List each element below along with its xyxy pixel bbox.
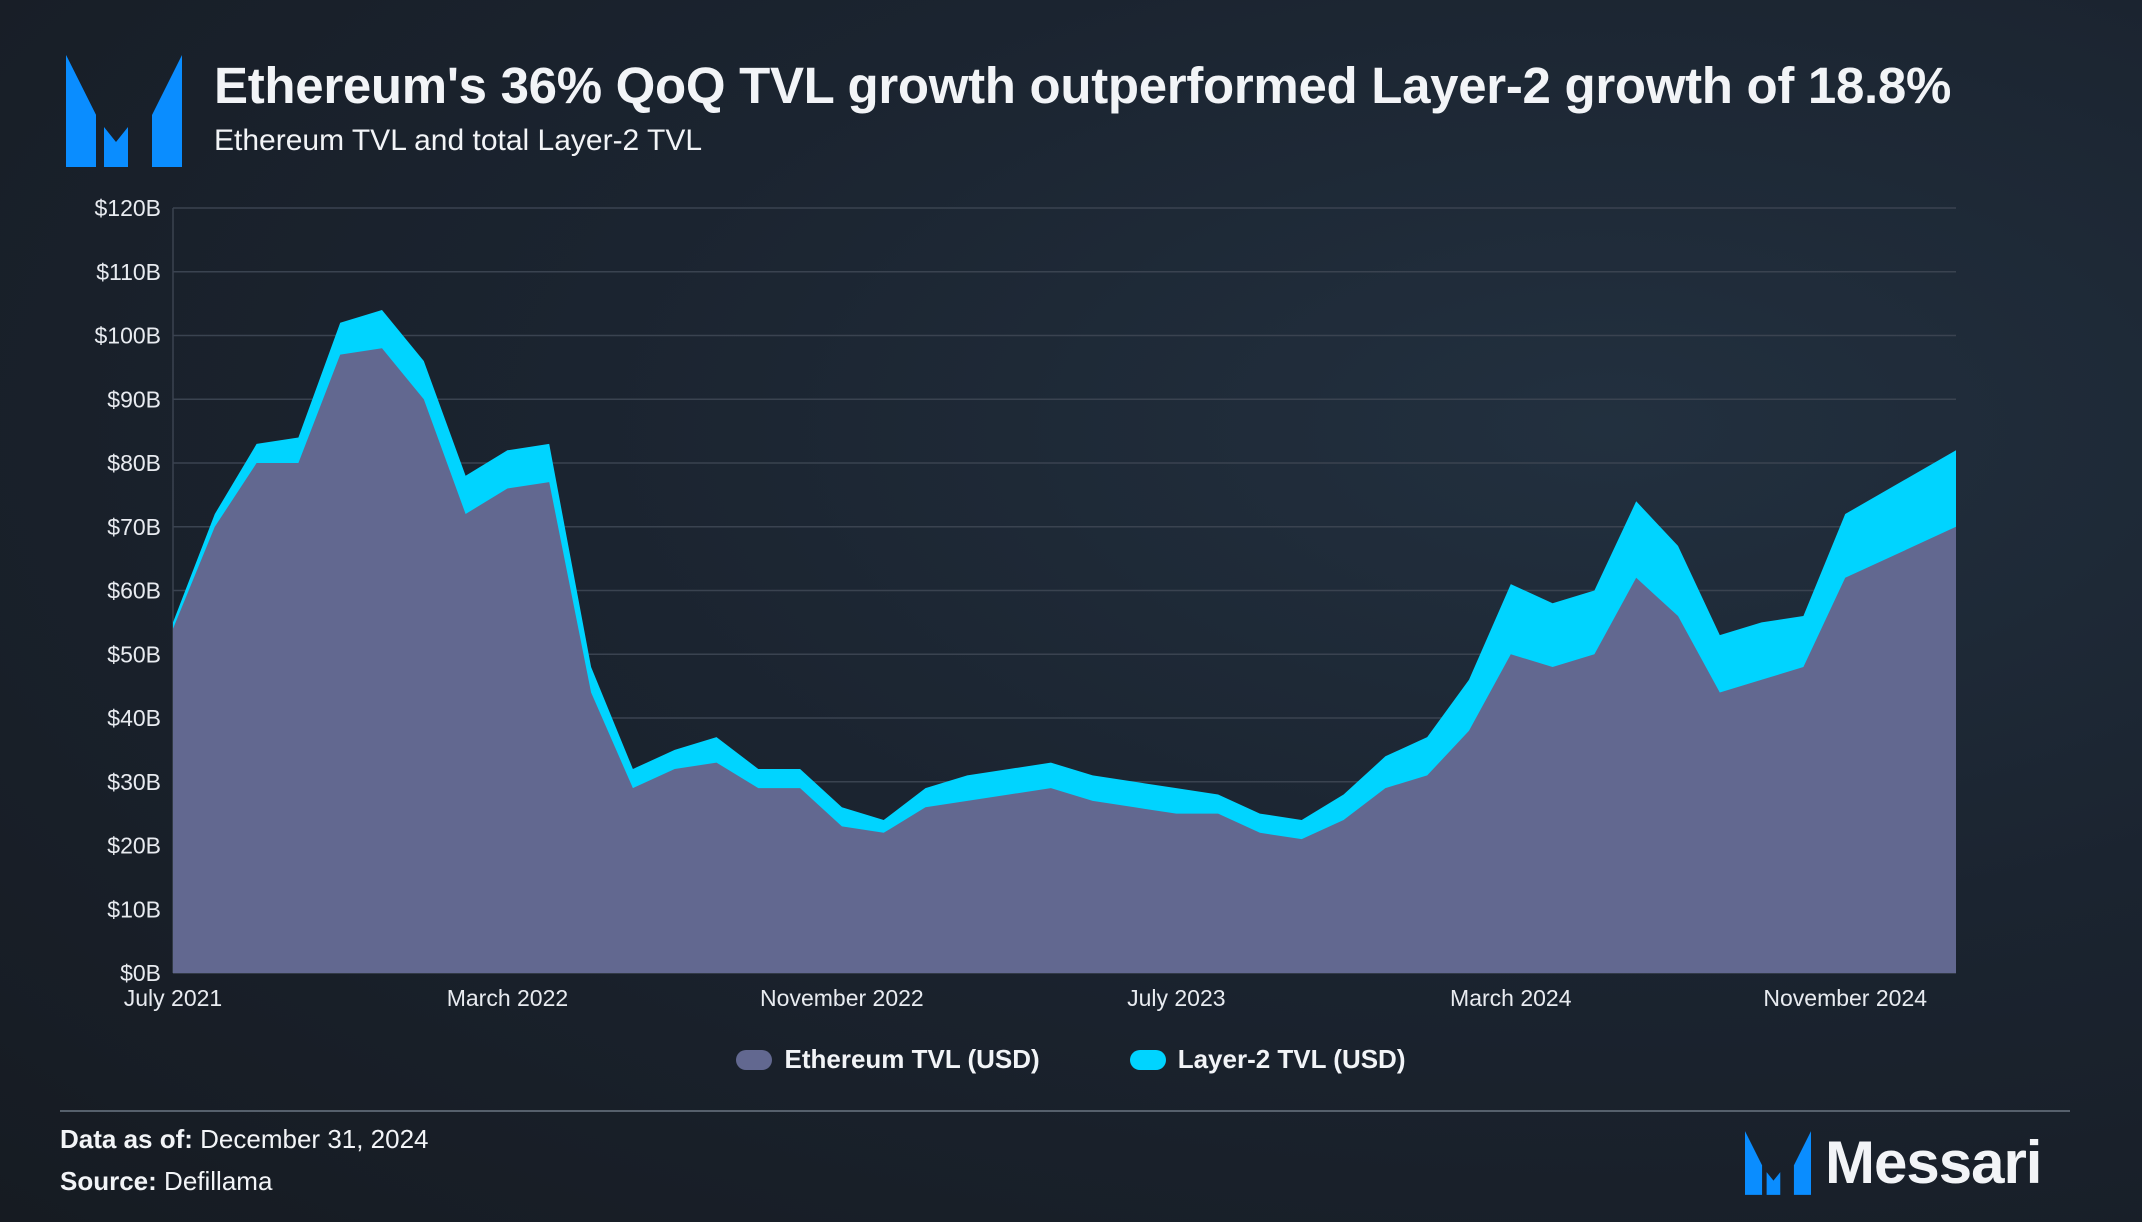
ethereum-area (173, 348, 1956, 973)
legend-item-ethereum[interactable]: Ethereum TVL (USD) (736, 1044, 1040, 1075)
legend-label-ethereum: Ethereum TVL (USD) (784, 1044, 1040, 1074)
source-label: Source: (60, 1166, 157, 1196)
x-tick-label: July 2021 (124, 985, 222, 1011)
y-tick-label: $0B (120, 960, 161, 986)
x-tick-label: November 2022 (760, 985, 924, 1011)
y-tick-label: $70B (107, 514, 161, 540)
footer-divider (60, 1110, 2070, 1112)
y-tick-label: $40B (107, 705, 161, 731)
data-as-of-value: December 31, 2024 (200, 1124, 429, 1154)
y-tick-label: $50B (107, 641, 161, 667)
messari-brand-icon (1745, 1130, 1811, 1195)
chart-subtitle: Ethereum TVL and total Layer-2 TVL (214, 124, 703, 157)
x-tick-label: July 2023 (1127, 985, 1225, 1011)
data-as-of: Data as of: December 31, 2024 (60, 1124, 429, 1155)
y-tick-label: $100B (94, 323, 161, 349)
x-tick-label: November 2024 (1763, 985, 1927, 1011)
y-tick-label: $20B (107, 833, 161, 859)
source: Source: Defillama (60, 1166, 272, 1197)
legend-swatch-layer2 (1129, 1049, 1166, 1070)
legend-label-layer2: Layer-2 TVL (USD) (1177, 1044, 1406, 1074)
legend-item-layer2[interactable]: Layer-2 TVL (USD) (1129, 1044, 1406, 1075)
legend: Ethereum TVL (USD) Layer-2 TVL (USD) (0, 1044, 2142, 1075)
y-axis-ticks: $0B $10B $20B $30B $40B $50B $60B $70B $80B $90B $… (94, 195, 161, 986)
chart-title: Ethereum's 36% QoQ TVL growth outperform… (214, 57, 1952, 114)
source-value: Defillama (164, 1166, 273, 1196)
messari-brand: Messari (1745, 1128, 2042, 1197)
x-tick-label: March 2024 (1450, 985, 1572, 1011)
x-tick-label: March 2022 (447, 985, 568, 1011)
x-axis-ticks: July 2021 March 2022 November 2022 July 202… (124, 985, 1927, 1011)
y-tick-label: $90B (107, 386, 161, 412)
y-tick-label: $110B (96, 259, 161, 285)
y-tick-label: $10B (107, 896, 161, 922)
y-tick-label: $30B (107, 769, 161, 795)
y-tick-label: $80B (107, 450, 161, 476)
messari-logo-icon (66, 55, 182, 167)
messari-wordmark: Messari (1825, 1129, 2042, 1196)
y-tick-label: $120B (94, 195, 161, 221)
legend-swatch-ethereum (736, 1049, 773, 1070)
y-tick-label: $60B (107, 578, 161, 604)
chart-areas (173, 310, 1956, 973)
data-as-of-label: Data as of: (60, 1124, 193, 1154)
